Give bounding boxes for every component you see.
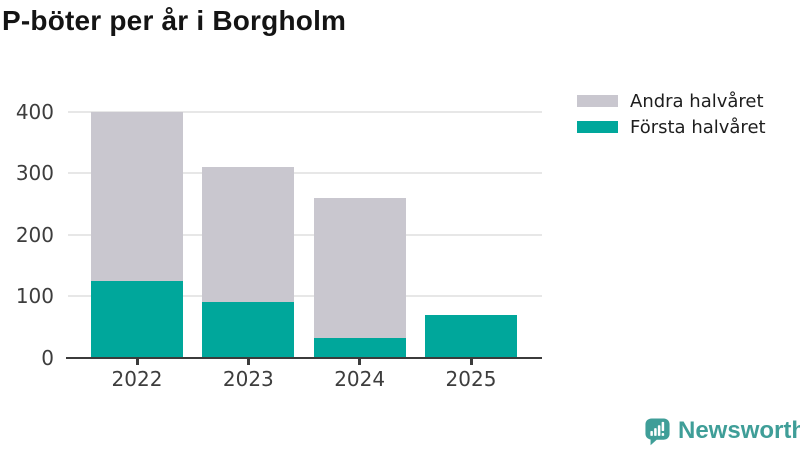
x-axis-label-2025: 2025 <box>445 367 497 391</box>
gridline-y-400 <box>68 111 542 113</box>
chart-title: P-böter per år i Borgholm <box>2 5 347 36</box>
y-axis-label-300: 300 <box>15 161 54 186</box>
bar-2023-forsta-halvaret <box>202 302 295 358</box>
legend-swatch-andra-halvaret <box>577 95 618 107</box>
legend-swatch-forsta-halvaret <box>577 121 618 133</box>
x-axis-label-2023: 2023 <box>222 367 274 391</box>
y-axis-label-200: 200 <box>15 222 54 247</box>
y-axis-label-0: 0 <box>41 345 54 370</box>
legend-item-andra-halvaret: Andra halvåret <box>577 88 766 114</box>
bar-2024-andra-halvaret <box>313 197 406 339</box>
legend: Andra halvåret Första halvåret <box>577 88 766 140</box>
bar-2022-andra-halvaret <box>91 112 183 281</box>
legend-label: Andra halvåret <box>630 90 764 112</box>
bar-2022-forsta-halvaret <box>91 280 183 358</box>
y-axis-label-400: 400 <box>15 100 54 124</box>
x-axis-label-2022: 2022 <box>111 367 163 391</box>
brand-footer: Newsworthy <box>644 415 800 447</box>
legend-label: Första halvåret <box>630 116 766 138</box>
gridline-y-300 <box>68 172 542 175</box>
gridline-y-100 <box>68 295 542 298</box>
brand-wordmark: Newsworthy <box>678 417 800 444</box>
bar-2024-forsta-halvaret <box>313 338 406 358</box>
legend-item-forsta-halvaret: Första halvåret <box>577 114 766 140</box>
x-axis-line <box>65 356 542 359</box>
x-tick-2022 <box>135 359 139 365</box>
newsworthy-logo-icon <box>645 417 670 445</box>
y-axis-label-100: 100 <box>15 284 54 309</box>
gridline-y-200 <box>68 233 542 236</box>
x-axis-label-2024: 2024 <box>334 367 386 391</box>
x-tick-2024 <box>358 359 362 365</box>
x-tick-2025 <box>469 359 473 365</box>
bar-2025-forsta-halvaret <box>425 314 517 358</box>
x-tick-2023 <box>246 359 250 365</box>
bar-2023-andra-halvaret <box>202 167 295 303</box>
